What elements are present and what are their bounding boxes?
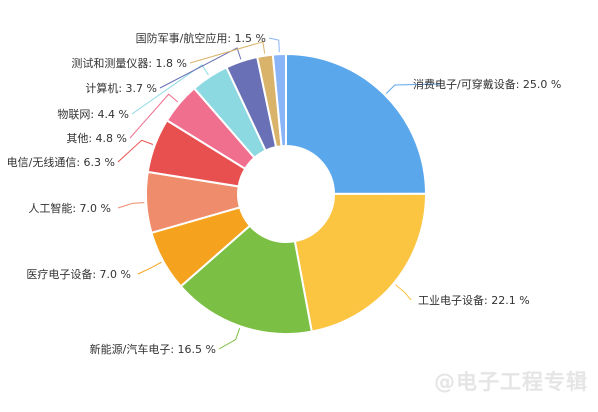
slice-2[interactable] [179,224,313,335]
data-label-10: 国防军事/航空应用: 1.5 % [136,31,266,45]
leader-line-8 [159,47,242,89]
data-label-1: 工业电子设备: 22.1 % [418,293,530,307]
data-label-2: 新能源/汽车电子: 16.5 % [90,342,216,356]
data-label-3: 医疗电子设备: 7.0 % [26,267,131,281]
leader-line-4 [117,202,145,209]
data-label-5: 电信/无线通信: 6.3 % [7,155,115,169]
slice-0[interactable] [285,52,428,195]
data-label-0: 消费电子/可穿戴设备: 25.0 % [413,77,561,91]
leader-line-9 [189,41,266,64]
leader-line-7 [131,64,209,115]
leader-line-1 [395,284,412,301]
leader-line-10 [268,37,280,53]
leader-line-2 [218,328,241,350]
data-label-4: 人工智能: 7.0 % [28,201,111,215]
leader-line-0 [385,83,441,94]
data-label-7: 物联网: 4.4 % [57,107,129,121]
data-label-6: 其他: 4.8 % [66,132,127,145]
data-label-9: 测试和测量仪器: 1.8 % [71,57,187,70]
slice-10[interactable] [271,52,287,148]
leader-line-6 [129,93,179,139]
leader-line-5 [117,139,154,163]
watermark: @电子工程专辑 [434,370,588,394]
leader-line-3 [137,261,162,275]
slice-1[interactable] [293,192,428,333]
data-label-8: 计算机: 3.7 % [85,81,157,95]
